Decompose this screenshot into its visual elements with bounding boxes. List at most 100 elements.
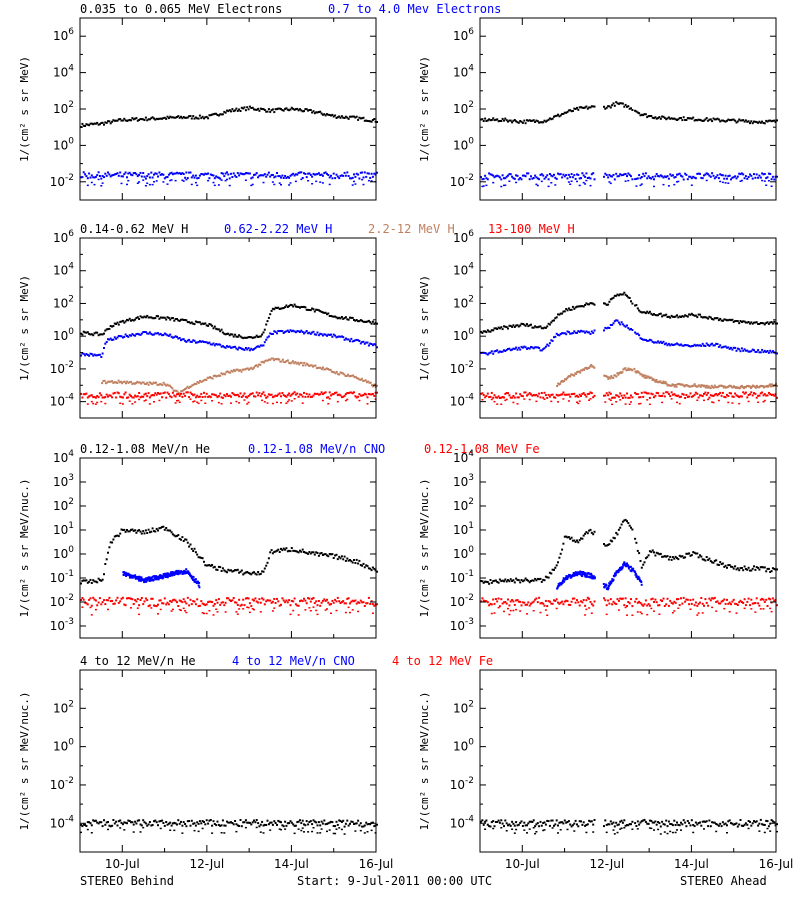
data-point	[296, 604, 299, 607]
data-point	[250, 184, 253, 187]
data-point	[293, 303, 296, 306]
data-point	[749, 322, 751, 325]
data-point	[204, 604, 207, 607]
data-point	[171, 317, 174, 319]
data-point	[307, 180, 310, 182]
data-point	[726, 177, 728, 180]
data-point	[650, 115, 653, 117]
data-point	[96, 354, 99, 357]
data-point	[311, 395, 314, 398]
data-point	[204, 322, 207, 325]
data-point	[177, 319, 180, 322]
data-point	[561, 176, 564, 179]
data-point	[744, 321, 747, 324]
data-point	[678, 554, 681, 557]
data-point	[100, 177, 103, 180]
data-point	[282, 109, 285, 112]
data-point	[773, 567, 776, 570]
data-point	[605, 544, 608, 547]
data-point	[742, 602, 745, 604]
data-point	[227, 110, 230, 113]
data-point	[651, 116, 654, 119]
data-point	[654, 820, 657, 823]
data-point	[357, 173, 360, 176]
data-point	[196, 598, 199, 601]
data-point	[94, 580, 97, 583]
data-point	[207, 822, 210, 825]
data-point	[104, 603, 107, 606]
data-point	[289, 329, 292, 332]
data-point	[296, 550, 299, 553]
data-point	[292, 600, 295, 603]
data-point	[655, 173, 658, 175]
data-point	[200, 556, 203, 559]
data-point	[107, 821, 109, 823]
data-point	[201, 340, 204, 343]
data-point	[734, 602, 737, 605]
data-point	[290, 106, 293, 109]
data-point	[734, 346, 737, 349]
data-point	[198, 581, 201, 584]
data-point	[761, 172, 764, 175]
data-point	[754, 568, 757, 571]
data-point	[727, 175, 730, 178]
data-point	[730, 565, 732, 568]
data-point	[615, 101, 618, 104]
data-point	[538, 178, 541, 181]
data-point	[571, 597, 574, 600]
data-point	[173, 336, 176, 339]
data-point	[517, 396, 520, 399]
data-point	[331, 315, 334, 318]
data-point	[574, 540, 577, 543]
data-point	[648, 604, 651, 607]
data-point	[527, 393, 530, 396]
data-point	[573, 307, 576, 310]
data-point	[688, 603, 691, 606]
data-point	[626, 392, 628, 395]
data-point	[319, 552, 322, 555]
data-point	[516, 121, 519, 124]
data-point	[142, 603, 145, 606]
data-point	[157, 392, 159, 394]
data-point	[370, 172, 373, 175]
data-point	[562, 112, 565, 115]
data-point	[228, 821, 231, 824]
data-point	[317, 111, 320, 113]
data-point	[584, 532, 587, 535]
data-point	[539, 602, 542, 605]
data-point	[212, 614, 215, 616]
data-point	[647, 554, 650, 557]
data-point	[565, 393, 568, 396]
data-point	[559, 114, 562, 117]
data-point	[286, 359, 289, 362]
data-point	[666, 175, 669, 178]
data-point	[747, 120, 750, 123]
data-point	[274, 108, 277, 111]
data-point	[215, 824, 218, 827]
data-point	[244, 819, 247, 822]
data-point	[661, 394, 664, 397]
y-tick-label: 102	[53, 699, 74, 715]
data-point	[118, 381, 121, 384]
data-point	[631, 528, 634, 531]
data-point	[628, 297, 631, 299]
data-point	[219, 824, 222, 827]
data-point	[642, 395, 645, 398]
data-point	[662, 176, 665, 179]
data-point	[769, 607, 772, 610]
data-point	[208, 341, 211, 344]
data-point	[101, 578, 104, 581]
data-point	[542, 174, 545, 177]
data-point	[732, 598, 735, 601]
data-point	[257, 107, 260, 110]
data-point	[324, 368, 327, 371]
data-point	[224, 172, 227, 175]
data-point	[108, 120, 111, 123]
data-point	[662, 340, 665, 343]
data-point	[677, 598, 680, 601]
data-point	[503, 325, 505, 328]
y-tick-label: 106	[453, 27, 474, 43]
data-point	[724, 396, 727, 399]
data-point	[542, 327, 545, 330]
data-point	[653, 396, 655, 399]
